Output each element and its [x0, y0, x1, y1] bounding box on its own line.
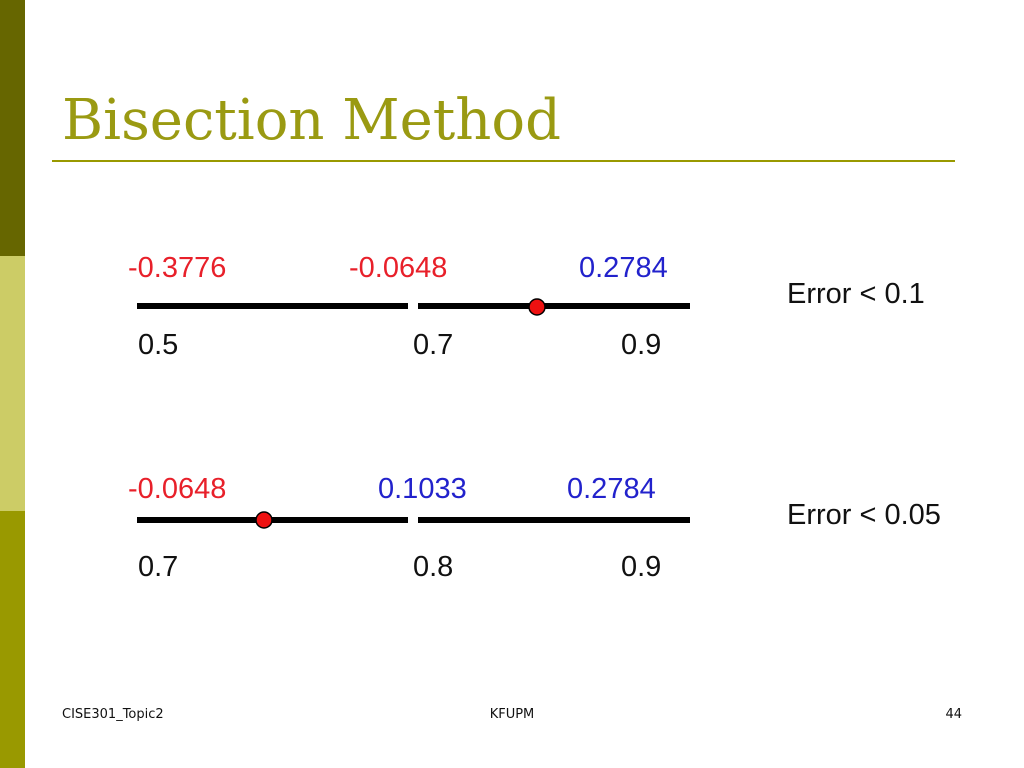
error-label: Error < 0.1 [787, 278, 925, 310]
x-label: 0.9 [621, 329, 661, 361]
x-label: 0.7 [138, 551, 178, 583]
function-value: 0.1033 [378, 473, 467, 505]
x-label: 0.5 [138, 329, 178, 361]
x-label: 0.7 [413, 329, 453, 361]
function-value: -0.0648 [128, 473, 226, 505]
side-stripe [0, 0, 25, 256]
side-stripe [0, 511, 25, 768]
x-label: 0.8 [413, 551, 453, 583]
function-value: 0.2784 [579, 252, 668, 284]
slide-title: Bisection Method [62, 88, 561, 153]
function-value: -0.0648 [349, 252, 447, 284]
root-point [528, 298, 546, 316]
function-value: -0.3776 [128, 252, 226, 284]
footer-left: CISE301_Topic2 [62, 707, 164, 722]
footer-center: KFUPM [490, 707, 535, 722]
error-label: Error < 0.05 [787, 499, 941, 531]
side-stripe [0, 256, 25, 511]
root-point [255, 511, 273, 529]
x-label: 0.9 [621, 551, 661, 583]
function-value: 0.2784 [567, 473, 656, 505]
page-number: 44 [945, 707, 962, 722]
